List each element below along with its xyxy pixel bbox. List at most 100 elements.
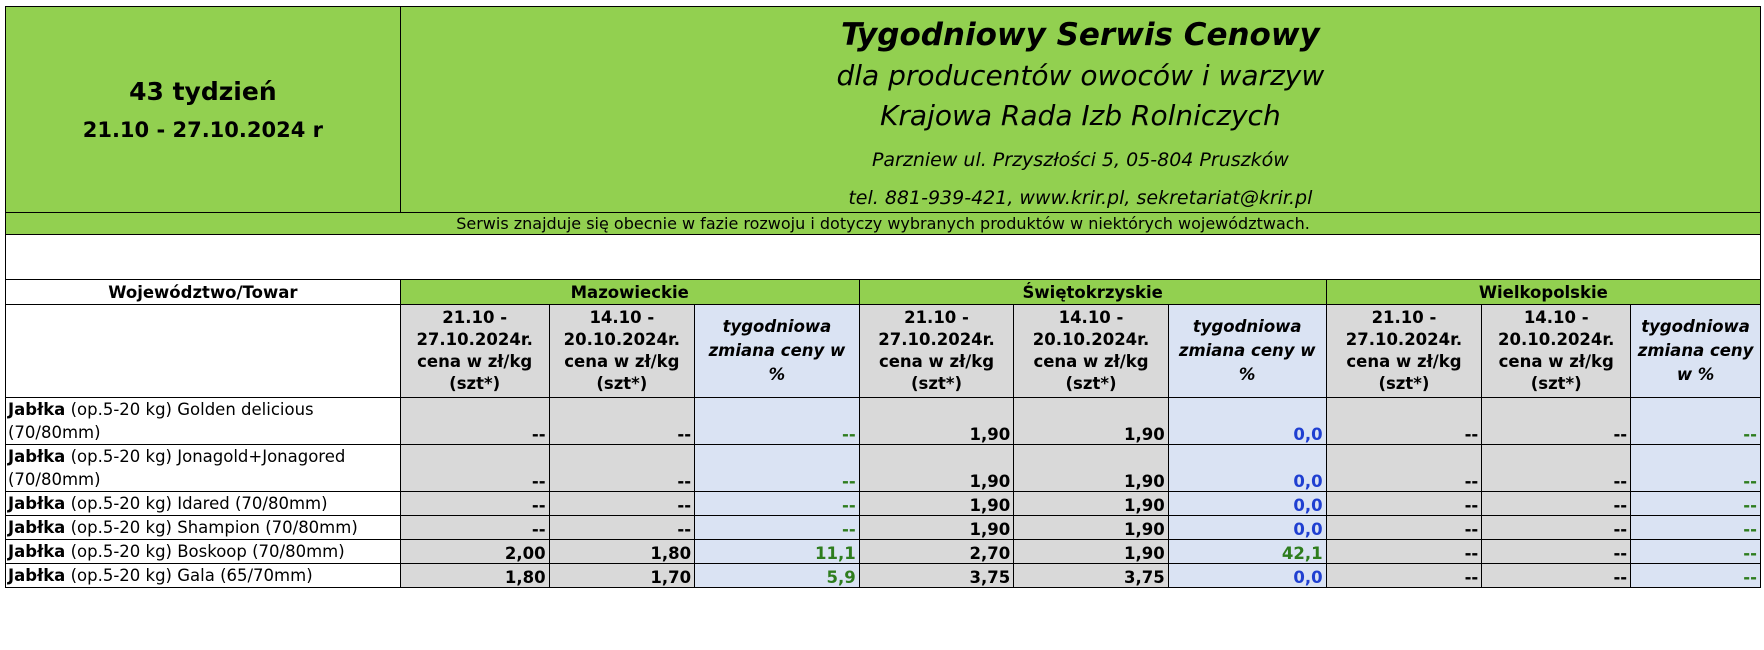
cell-maz-previous: -- xyxy=(548,515,696,540)
cell-swi-previous: 1,90 xyxy=(1013,515,1169,540)
cell-wlk-change: -- xyxy=(1630,444,1761,492)
cell-swi-current: 1,90 xyxy=(858,444,1015,492)
col-header-maz-current: 21.10 - 27.10.2024r. cena w zł/kg (szt*) xyxy=(399,304,550,398)
price-table: 43 tydzień 21.10 - 27.10.2024 r Tygodnio… xyxy=(5,6,1762,588)
cell-swi-change: 0,0 xyxy=(1167,444,1327,492)
product-name-cell: Jabłka (op.5-20 kg) Shampion (70/80mm) xyxy=(5,515,401,540)
cell-swi-previous: 1,90 xyxy=(1013,444,1169,492)
cell-wlk-previous: -- xyxy=(1481,515,1632,540)
cell-maz-previous: 1,80 xyxy=(548,539,696,564)
first-column-subheader xyxy=(5,304,401,398)
cell-swi-current: 1,90 xyxy=(858,397,1015,445)
col-header-wlk-change: tygodniowa zmiana ceny w % xyxy=(1630,304,1761,398)
address-text: Parzniew ul. Przyszłości 5, 05-804 Prusz… xyxy=(871,149,1289,171)
price-sheet: 43 tydzień 21.10 - 27.10.2024 r Tygodnio… xyxy=(5,6,1762,588)
product-detail: (op.5-20 kg) Idared (70/80mm) xyxy=(65,494,328,513)
cell-swi-current: 2,70 xyxy=(858,539,1015,564)
first-column-header: Województwo/Towar xyxy=(5,279,401,305)
product-name-cell: Jabłka (op.5-20 kg) Jonagold+Jonagored (… xyxy=(5,444,401,492)
cell-wlk-previous: -- xyxy=(1481,491,1632,516)
service-info-cell: Tygodniowy Serwis Cenowy dla producentów… xyxy=(399,6,1762,213)
cell-maz-current: -- xyxy=(399,515,550,540)
cell-swi-previous: 1,90 xyxy=(1013,491,1169,516)
spacer-row xyxy=(5,234,1761,280)
table-row: Jabłka (op.5-20 kg) Gala (65/70mm) 1,80 1,… xyxy=(5,563,1761,588)
cell-wlk-change: -- xyxy=(1630,539,1761,564)
region-header-mazowieckie: Mazowieckie xyxy=(399,279,860,305)
cell-wlk-previous: -- xyxy=(1481,444,1632,492)
date-range: 21.10 - 27.10.2024 r xyxy=(82,117,323,142)
cell-maz-current: -- xyxy=(399,397,550,445)
cell-wlk-current: -- xyxy=(1325,563,1483,588)
cell-maz-change: -- xyxy=(694,515,860,540)
notice-banner: Serwis znajduje się obecnie w fazie rozw… xyxy=(5,212,1761,235)
product-detail: (op.5-20 kg) Shampion (70/80mm) xyxy=(65,518,358,537)
product-name-cell: Jabłka (op.5-20 kg) Gala (65/70mm) xyxy=(5,563,401,588)
product-type: Jabłka xyxy=(8,400,66,419)
product-type: Jabłka xyxy=(8,518,66,537)
cell-wlk-previous: -- xyxy=(1481,397,1632,445)
cell-maz-current: -- xyxy=(399,491,550,516)
cell-wlk-change: -- xyxy=(1630,563,1761,588)
cell-maz-current: 1,80 xyxy=(399,563,550,588)
product-name-cell: Jabłka (op.5-20 kg) Idared (70/80mm) xyxy=(5,491,401,516)
cell-wlk-current: -- xyxy=(1325,444,1483,492)
product-detail: (op.5-20 kg) Jonagold+Jonagored (70/80mm… xyxy=(8,447,346,489)
cell-maz-previous: 1,70 xyxy=(548,563,696,588)
cell-swi-change: 0,0 xyxy=(1167,515,1327,540)
cell-swi-change: 0,0 xyxy=(1167,563,1327,588)
cell-wlk-current: -- xyxy=(1325,515,1483,540)
cell-maz-change: -- xyxy=(694,444,860,492)
product-type: Jabłka xyxy=(8,447,66,466)
cell-wlk-current: -- xyxy=(1325,491,1483,516)
col-header-swi-previous: 14.10 - 20.10.2024r. cena w zł/kg (szt*) xyxy=(1013,304,1169,398)
cell-wlk-previous: -- xyxy=(1481,563,1632,588)
cell-swi-change: 0,0 xyxy=(1167,491,1327,516)
cell-maz-current: -- xyxy=(399,444,550,492)
cell-wlk-change: -- xyxy=(1630,397,1761,445)
cell-maz-change: 11,1 xyxy=(694,539,860,564)
table-row: Jabłka (op.5-20 kg) Boskoop (70/80mm) 2,0… xyxy=(5,539,1761,564)
cell-swi-previous: 3,75 xyxy=(1013,563,1169,588)
contact-text: tel. 881-939-421, www.krir.pl, sekretari… xyxy=(848,187,1313,209)
cell-wlk-previous: -- xyxy=(1481,539,1632,564)
page-subtitle: dla producentów owoców i warzyw xyxy=(836,59,1325,92)
region-header-swietokrzyskie: Świętokrzyskie xyxy=(858,279,1327,305)
product-type: Jabłka xyxy=(8,542,66,561)
product-name-cell: Jabłka (op.5-20 kg) Boskoop (70/80mm) xyxy=(5,539,401,564)
product-detail: (op.5-20 kg) Golden delicious (70/80mm) xyxy=(8,400,314,442)
cell-swi-previous: 1,90 xyxy=(1013,397,1169,445)
cell-swi-current: 3,75 xyxy=(858,563,1015,588)
cell-swi-current: 1,90 xyxy=(858,515,1015,540)
region-header-wielkopolskie: Wielkopolskie xyxy=(1325,279,1762,305)
table-row: Jabłka (op.5-20 kg) Shampion (70/80mm) --… xyxy=(5,515,1761,540)
col-header-wlk-current: 21.10 - 27.10.2024r. cena w zł/kg (szt*) xyxy=(1325,304,1483,398)
product-type: Jabłka xyxy=(8,494,66,513)
data-rows: Jabłka (op.5-20 kg) Golden delicious (70… xyxy=(5,397,1761,588)
cell-maz-current: 2,00 xyxy=(399,539,550,564)
cell-wlk-change: -- xyxy=(1630,515,1761,540)
product-detail: (op.5-20 kg) Boskoop (70/80mm) xyxy=(65,542,345,561)
week-info-cell: 43 tydzień 21.10 - 27.10.2024 r xyxy=(5,6,401,213)
cell-maz-change: -- xyxy=(694,491,860,516)
organization-name: Krajowa Rada Izb Rolniczych xyxy=(880,99,1281,132)
product-name-cell: Jabłka (op.5-20 kg) Golden delicious (70… xyxy=(5,397,401,445)
cell-maz-change: 5,9 xyxy=(694,563,860,588)
col-header-swi-current: 21.10 - 27.10.2024r. cena w zł/kg (szt*) xyxy=(858,304,1015,398)
cell-wlk-current: -- xyxy=(1325,539,1483,564)
cell-maz-change: -- xyxy=(694,397,860,445)
product-type: Jabłka xyxy=(8,566,66,585)
col-header-wlk-previous: 14.10 - 20.10.2024r. cena w zł/kg (szt*) xyxy=(1481,304,1632,398)
cell-swi-change: 42,1 xyxy=(1167,539,1327,564)
cell-wlk-change: -- xyxy=(1630,491,1761,516)
product-detail: (op.5-20 kg) Gala (65/70mm) xyxy=(65,566,313,585)
col-header-swi-change: tygodniowa zmiana ceny w % xyxy=(1167,304,1327,398)
cell-swi-previous: 1,90 xyxy=(1013,539,1169,564)
table-row: Jabłka (op.5-20 kg) Golden delicious (70… xyxy=(5,397,1761,445)
cell-maz-previous: -- xyxy=(548,491,696,516)
cell-swi-change: 0,0 xyxy=(1167,397,1327,445)
col-header-maz-previous: 14.10 - 20.10.2024r. cena w zł/kg (szt*) xyxy=(548,304,696,398)
table-row: Jabłka (op.5-20 kg) Jonagold+Jonagored (… xyxy=(5,444,1761,492)
table-row: Jabłka (op.5-20 kg) Idared (70/80mm) -- --… xyxy=(5,491,1761,516)
cell-maz-previous: -- xyxy=(548,444,696,492)
